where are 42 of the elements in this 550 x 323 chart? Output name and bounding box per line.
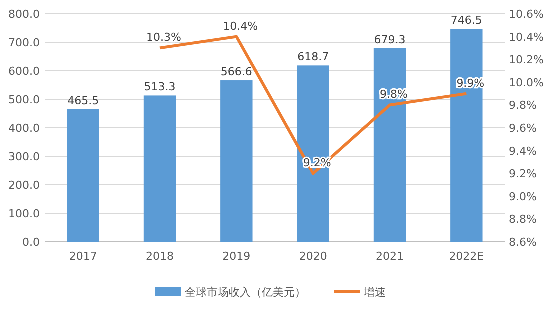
y-tick-label: 500.0	[8, 94, 40, 106]
bar	[220, 80, 253, 242]
x-tick-label: 2022E	[449, 250, 484, 263]
data-label: 465.5	[68, 94, 100, 108]
y-tick-label: 700.0	[8, 36, 40, 50]
bar	[67, 109, 100, 242]
bar	[297, 66, 330, 242]
data-label: 618.7	[298, 50, 330, 64]
y2-tick-label: 10.2%	[509, 54, 544, 67]
y2-tick-label: 9.6%	[509, 122, 537, 135]
legend-label: 增速	[363, 286, 386, 299]
x-tick-label: 2018	[146, 250, 174, 263]
y2-tick-label: 8.8%	[509, 213, 537, 226]
y2-tick-label: 9.2%	[509, 168, 537, 181]
data-label: 746.5	[450, 14, 482, 28]
bar	[144, 96, 176, 242]
y2-tick-label: 10.0%	[509, 76, 544, 90]
y2-tick-label: 9.8%	[509, 99, 537, 112]
bar	[374, 48, 406, 242]
x-tick-label: 2017	[69, 250, 98, 263]
x-tick-label: 2021	[376, 250, 404, 263]
y2-tick-label: 10.6%	[509, 8, 544, 21]
y-tick-label: 600.0	[8, 65, 40, 78]
y-tick-label: 400.0	[8, 122, 40, 135]
y-tick-label: 800.0	[8, 8, 40, 21]
y2-tick-label: 8.6%	[509, 236, 537, 249]
data-label: 513.3	[144, 80, 176, 94]
y2-tick-label: 9.4%	[509, 144, 537, 158]
x-tick-label: 2019	[222, 250, 251, 263]
y-tick-label: 100.0	[8, 208, 40, 220]
legend-label: 全球市场收入（亿美元）	[185, 286, 306, 299]
bar	[450, 29, 483, 242]
y-tick-label: 300.0	[8, 150, 40, 164]
data-label: 10.3%	[146, 31, 182, 44]
data-label: 679.3	[374, 33, 406, 46]
x-tick-label: 2020	[299, 250, 328, 263]
y2-tick-label: 9.0%	[509, 190, 537, 204]
y2-tick-label: 10.4%	[509, 30, 544, 44]
data-label: 10.4%	[223, 20, 258, 33]
data-label: 566.6	[220, 66, 252, 79]
y-tick-label: 0.0	[22, 236, 40, 249]
y-tick-label: 200.0	[8, 179, 40, 192]
